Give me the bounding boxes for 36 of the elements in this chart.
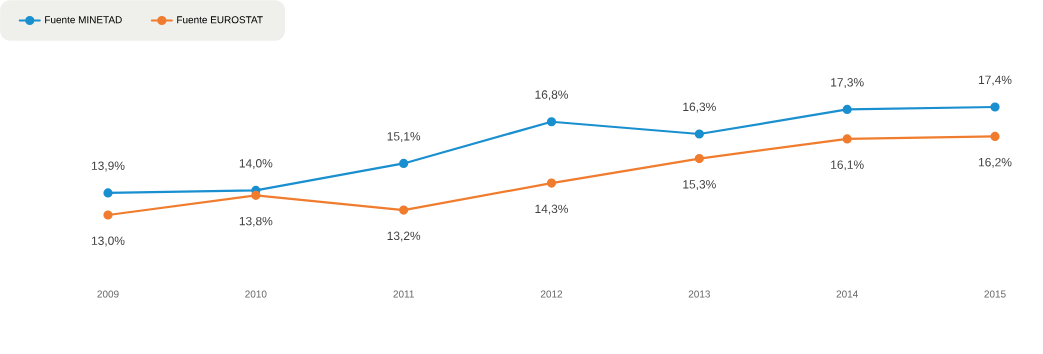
point xyxy=(251,190,261,200)
data-label: 17,3% xyxy=(831,78,864,88)
x-tick-label: 2010 xyxy=(245,290,267,298)
x-tick-label: 2014 xyxy=(836,290,858,298)
data-label: 15,1% xyxy=(387,132,421,142)
point xyxy=(990,131,1000,142)
data-label: 16,1% xyxy=(831,160,864,171)
point xyxy=(103,188,113,198)
point xyxy=(842,134,852,144)
point xyxy=(990,102,1000,112)
data-label: 17,4% xyxy=(978,75,1012,86)
data-label: 13,2% xyxy=(387,231,421,242)
data-label: 15,3% xyxy=(683,180,716,190)
x-tick-label: 2011 xyxy=(393,290,414,298)
point xyxy=(546,117,557,127)
x-tick-label: 2009 xyxy=(97,290,119,298)
point xyxy=(842,104,852,115)
data-label: 14,3% xyxy=(535,204,569,215)
point xyxy=(399,158,409,169)
x-tick-label: 2012 xyxy=(540,290,563,298)
point xyxy=(694,153,704,164)
legend-label: Fuente EUROSTAT xyxy=(177,16,263,24)
point xyxy=(546,178,557,188)
point xyxy=(694,129,704,139)
data-label: 16,2% xyxy=(978,157,1012,168)
data-label: 14,0% xyxy=(239,159,273,169)
x-tick-label: 2013 xyxy=(688,290,710,298)
data-label: 16,8% xyxy=(535,90,569,101)
point xyxy=(103,210,113,220)
data-label: 13,0% xyxy=(91,236,125,247)
data-label: 13,9% xyxy=(91,161,125,172)
x-tick-label: 2015 xyxy=(984,290,1006,298)
data-label: 16,3% xyxy=(683,102,716,113)
data-label: 13,8% xyxy=(239,216,273,227)
legend-label: Fuente MINETAD xyxy=(45,16,122,24)
point xyxy=(399,205,409,215)
